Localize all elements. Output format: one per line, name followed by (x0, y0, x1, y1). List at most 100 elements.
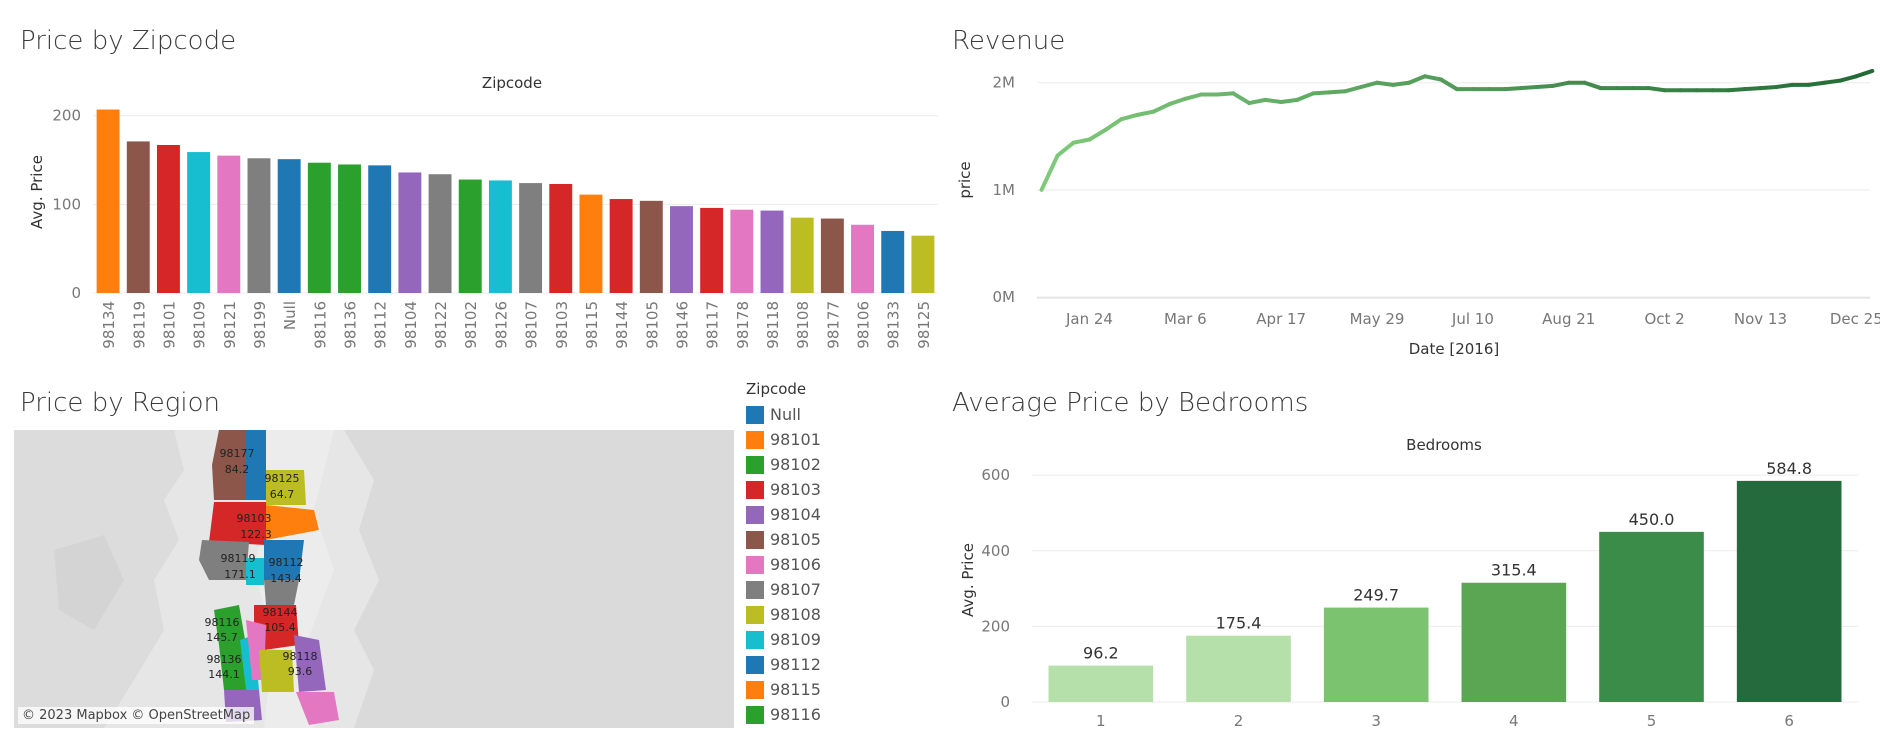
legend-item[interactable]: 98109 (746, 627, 821, 652)
legend-item[interactable]: 98101 (746, 427, 821, 452)
bedrooms-bar[interactable] (1736, 480, 1842, 702)
revenue-line-segment[interactable] (1806, 80, 1827, 87)
legend-swatch (746, 680, 764, 699)
revenue-line-segment[interactable] (1406, 74, 1427, 85)
revenue-line-segment[interactable] (1646, 86, 1667, 93)
zipcode-bar[interactable] (458, 179, 482, 293)
legend-item[interactable]: 98115 (746, 677, 821, 702)
revenue-line-segment[interactable] (1151, 102, 1172, 114)
legend-item[interactable]: 98105 (746, 527, 821, 552)
zipcode-bar[interactable] (488, 180, 512, 293)
revenue-line-segment[interactable] (1502, 86, 1523, 92)
zipcode-bar[interactable] (851, 224, 875, 293)
revenue-line-segment[interactable] (1726, 87, 1747, 93)
revenue-line-segment[interactable] (1071, 137, 1092, 145)
revenue-line-segment[interactable] (1231, 91, 1252, 106)
zipcode-bar[interactable] (156, 144, 180, 293)
zipcode-bar[interactable] (277, 159, 301, 293)
zipcode-bar[interactable] (126, 141, 150, 293)
zipcode-bar[interactable] (730, 209, 754, 293)
zipcode-bar[interactable] (790, 217, 814, 293)
zipcode-bar[interactable] (911, 235, 935, 293)
zipcode-bar[interactable] (247, 158, 271, 293)
bedrooms-bar[interactable] (1461, 582, 1567, 702)
revenue-line-segment[interactable] (1119, 112, 1140, 122)
zipcode-bar[interactable] (338, 164, 361, 293)
revenue-line-segment[interactable] (1055, 140, 1076, 158)
revenue-line-segment[interactable] (1854, 68, 1875, 79)
legend-item[interactable]: 98107 (746, 577, 821, 602)
region-map[interactable]: 98177 84.2 98125 64.7 98103 122.3 98119 … (14, 430, 734, 728)
zipcode-bar[interactable] (670, 206, 693, 293)
revenue-line-segment[interactable] (1822, 78, 1843, 85)
bedrooms-bar[interactable] (1323, 607, 1429, 702)
bedrooms-bar[interactable] (1186, 635, 1291, 702)
revenue-line-segment[interactable] (1391, 80, 1411, 87)
legend-item[interactable]: 98108 (746, 602, 821, 627)
zipcode-bar[interactable] (700, 207, 724, 293)
bedrooms-x-tick: 1 (1096, 712, 1106, 730)
revenue-line-segment[interactable] (1311, 90, 1332, 96)
legend-item[interactable]: 98102 (746, 452, 821, 477)
zipcode-bar[interactable] (368, 165, 392, 293)
bedrooms-bar[interactable] (1048, 665, 1154, 702)
revenue-line-segment[interactable] (1087, 127, 1108, 142)
zipcode-x-tick: 98108 (794, 301, 812, 349)
zipcode-bar[interactable] (820, 218, 844, 293)
revenue-line-segment[interactable] (1375, 80, 1396, 87)
revenue-line-segment[interactable] (1039, 153, 1060, 192)
revenue-line-segment[interactable] (1215, 91, 1236, 97)
legend-item[interactable]: 98116 (746, 702, 821, 727)
legend-item[interactable]: Null (746, 402, 821, 427)
zipcode-x-tick: 98126 (492, 301, 510, 349)
revenue-line-segment[interactable] (1327, 89, 1348, 95)
revenue-line-segment[interactable] (1295, 91, 1316, 102)
revenue-line-segment[interactable] (1550, 80, 1571, 88)
zipcode-bar[interactable] (549, 183, 573, 293)
revenue-line-segment[interactable] (1438, 77, 1459, 92)
legend-item[interactable]: 98104 (746, 502, 821, 527)
revenue-line-segment[interactable] (1167, 96, 1188, 107)
zipcode-bar-chart: Zipcode Avg. Price 0 100 200 98134 98119 9810… (28, 74, 938, 349)
bedrooms-header: Bedrooms (1406, 436, 1482, 454)
zipcode-bar[interactable] (519, 183, 543, 293)
revenue-line-segment[interactable] (1135, 109, 1156, 117)
revenue-line-segment[interactable] (1103, 117, 1124, 132)
zipcode-y-tick: 100 (52, 195, 81, 213)
zipcode-legend: Null 98101 98102 98103 98104 98105 98106 98107 9… (746, 402, 821, 727)
revenue-line-segment[interactable] (1247, 97, 1268, 106)
revenue-line-segment[interactable] (1343, 85, 1364, 94)
revenue-x-tick: Dec 25 (1830, 310, 1880, 328)
revenue-line-segment[interactable] (1582, 80, 1603, 91)
revenue-line-segment[interactable] (1534, 83, 1555, 89)
bedrooms-bar[interactable] (1599, 531, 1704, 702)
zipcode-bar[interactable] (428, 174, 452, 293)
revenue-line-segment[interactable] (1774, 82, 1795, 89)
zipcode-bar[interactable] (217, 155, 241, 293)
legend-item[interactable]: 98103 (746, 477, 821, 502)
zipcode-bar[interactable] (398, 172, 422, 293)
revenue-line-segment[interactable] (1838, 74, 1859, 83)
revenue-line-segment[interactable] (1359, 80, 1380, 89)
revenue-line-segment[interactable] (1518, 85, 1539, 91)
legend-item[interactable]: 98112 (746, 652, 821, 677)
revenue-line-segment[interactable] (1183, 92, 1204, 101)
zipcode-bar[interactable] (639, 200, 663, 293)
revenue-x-tick: Oct 2 (1644, 310, 1684, 328)
revenue-line-segment[interactable] (1279, 97, 1300, 104)
map-copyright[interactable]: © 2023 Mapbox © OpenStreetMap (18, 707, 255, 724)
bedrooms-data-label: 96.2 (1083, 644, 1119, 663)
zipcode-bar[interactable] (307, 162, 331, 293)
zipcode-bar[interactable] (579, 194, 603, 293)
revenue-line-segment[interactable] (1263, 97, 1284, 104)
legend-item[interactable]: 98106 (746, 552, 821, 577)
zipcode-bar[interactable] (609, 199, 633, 293)
zipcode-bar[interactable] (760, 210, 784, 293)
zipcode-bar[interactable] (187, 152, 211, 293)
legend-title: Zipcode (746, 380, 807, 398)
revenue-line-segment[interactable] (1422, 74, 1443, 82)
zipcode-bar[interactable] (881, 230, 905, 293)
revenue-line-segment[interactable] (1742, 86, 1763, 92)
zipcode-bar[interactable] (96, 109, 120, 293)
revenue-line-segment[interactable] (1758, 85, 1779, 91)
